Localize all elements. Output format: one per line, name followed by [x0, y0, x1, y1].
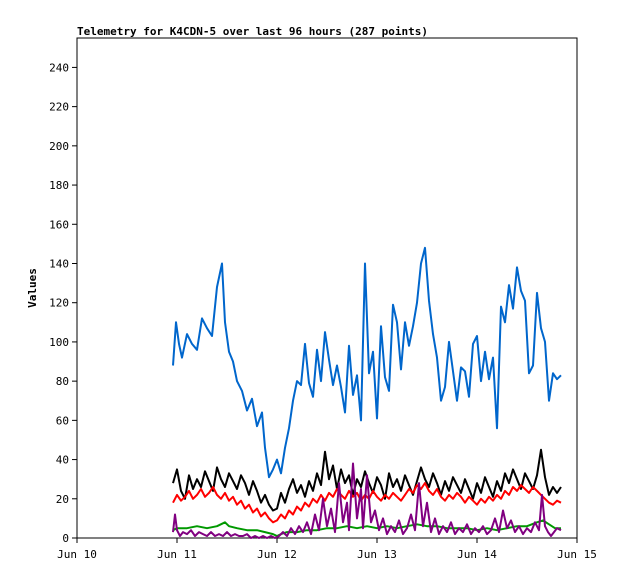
y-tick-label: 180 [49, 179, 69, 192]
series-line-5 [172, 462, 562, 539]
series-line-1 [172, 246, 562, 479]
y-tick-label: 0 [62, 532, 69, 545]
y-tick-label: 20 [56, 493, 69, 506]
x-tick-label: Jun 11 [157, 548, 197, 561]
x-tick-label: Jun 12 [257, 548, 297, 561]
y-tick-label: 100 [49, 336, 69, 349]
y-tick-label: 60 [56, 414, 69, 427]
series-line-3 [172, 482, 562, 524]
series-layer [172, 246, 562, 539]
y-tick-label: 80 [56, 375, 69, 388]
chart-title: Telemetry for K4CDN-5 over last 96 hours… [77, 25, 428, 38]
y-tick-label: 200 [49, 140, 69, 153]
y-tick-label: 240 [49, 61, 69, 74]
plot-frame [76, 37, 578, 539]
y-axis: 0 20 40 60 80 100 120 140 160 180 200 220 240 [49, 61, 77, 545]
x-tick-label: Jun 14 [457, 548, 497, 561]
y-tick-label: 160 [49, 218, 69, 231]
x-tick-label: Jun 13 [357, 548, 397, 561]
y-axis-label: Values [26, 268, 39, 308]
y-tick-label: 40 [56, 454, 69, 467]
y-tick-label: 140 [49, 257, 69, 270]
x-axis: Jun 10 Jun 11 Jun 12 Jun 13 Jun 14 Jun 15 [57, 538, 597, 561]
y-tick-label: 220 [49, 101, 69, 114]
plot-area [76, 37, 578, 539]
series-line-4 [172, 519, 561, 537]
x-tick-label: Jun 10 [57, 548, 97, 561]
y-tick-label: 120 [49, 297, 69, 310]
x-tick-label: Jun 15 [557, 548, 597, 561]
